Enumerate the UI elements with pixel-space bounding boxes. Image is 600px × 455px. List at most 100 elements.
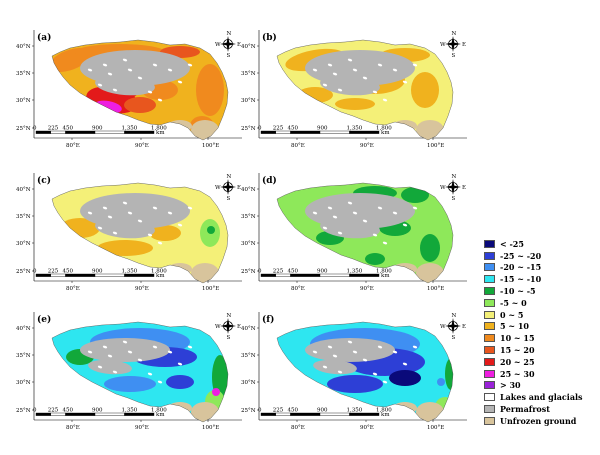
map-svg: (c) 40°N 35°N 30°N 25°N 80°E 90°E 100°E 0 225 450 9… — [16, 173, 242, 292]
plateau-fill — [52, 322, 228, 422]
legend-label: 15 ~ 20 — [500, 345, 535, 356]
map-svg: (e) 40°N 35°N 30°N 25°N 80°E 90°E 100°E 0 225 450 9… — [16, 312, 242, 431]
lat-tick-label: 25°N — [16, 408, 31, 414]
lat-tick-label: 25°N — [241, 408, 256, 414]
lat-tick-label: 40°N — [241, 326, 256, 332]
legend-item: 10 ~ 15 — [484, 332, 600, 344]
lat-tick-label: 35°N — [16, 353, 31, 359]
legend-swatch — [484, 263, 495, 272]
plateau-fill — [52, 40, 228, 140]
lon-tick-label: 100°E — [427, 143, 444, 149]
panel-label: (a) — [37, 32, 51, 43]
legend-swatch — [484, 298, 495, 307]
lat-tick-label: 40°N — [241, 187, 256, 193]
scale-tick-label: 1,800 — [376, 126, 392, 132]
east-label: E — [462, 324, 466, 330]
lon-tick-label: 100°E — [202, 143, 219, 149]
legend-swatch — [484, 381, 495, 390]
legend: < -25 -25 ~ -20 -20 ~ -15 -15 ~ -10 -10 … — [484, 238, 600, 427]
scale-tick-label: 1,350 — [122, 126, 138, 132]
scale-tick-label: 450 — [288, 269, 299, 275]
lat-tick-label: 40°N — [16, 44, 31, 50]
scale-tick-label: 225 — [48, 269, 59, 275]
south-label: S — [452, 335, 456, 341]
scale-tick-label: 225 — [273, 269, 284, 275]
legend-item: < -25 — [484, 238, 600, 250]
legend-swatch — [484, 310, 495, 319]
lon-tick-label: 90°E — [135, 143, 149, 149]
map-panel-a: (a) 40°N 35°N 30°N 25°N 80°E 90°E 100°E 0 225 450 9… — [16, 30, 245, 149]
scale-tick-label: 1,800 — [151, 408, 167, 414]
scale-tick-label: 900 — [92, 408, 103, 414]
scale-tick-label: 1,350 — [347, 408, 363, 414]
lat-tick-label: 40°N — [16, 326, 31, 332]
legend-item: -25 ~ -20 — [484, 250, 600, 262]
legend-item: Permafrost — [484, 403, 600, 415]
legend-swatch — [484, 287, 495, 296]
legend-label: 25 ~ 30 — [500, 368, 535, 379]
map-panel-f: (f) 40°N 35°N 30°N 25°N 80°E 90°E 100°E 0 225 450 9… — [241, 312, 470, 431]
east-label: E — [237, 42, 241, 48]
scale-tick-label: 1,800 — [376, 269, 392, 275]
scale-tick-label: 900 — [92, 126, 103, 132]
legend-swatch — [484, 405, 495, 414]
scale-tick-label: 900 — [317, 126, 328, 132]
legend-item: > 30 — [484, 380, 600, 392]
east-label: E — [237, 185, 241, 191]
lon-tick-label: 80°E — [66, 143, 80, 149]
scale-tick-label: 225 — [273, 408, 284, 414]
lat-tick-label: 25°N — [241, 269, 256, 275]
north-label: N — [227, 313, 232, 319]
legend-label: 10 ~ 15 — [500, 333, 535, 344]
panel-label: (f) — [262, 314, 274, 325]
lon-tick-label: 80°E — [291, 425, 305, 431]
map-panel-e: (e) 40°N 35°N 30°N 25°N 80°E 90°E 100°E 0 225 450 9… — [16, 312, 245, 431]
scale-tick-label: 1,350 — [122, 269, 138, 275]
west-label: W — [215, 185, 221, 191]
legend-item: 0 ~ 5 — [484, 309, 600, 321]
lat-tick-label: 30°N — [16, 98, 31, 104]
south-label: S — [452, 196, 456, 202]
lat-tick-label: 35°N — [241, 214, 256, 220]
lat-tick-label: 30°N — [16, 380, 31, 386]
legend-swatch — [484, 334, 495, 343]
map-panel-c: (c) 40°N 35°N 30°N 25°N 80°E 90°E 100°E 0 225 450 9… — [16, 173, 245, 292]
lat-tick-label: 35°N — [241, 353, 256, 359]
west-label: W — [440, 185, 446, 191]
north-label: N — [452, 31, 457, 37]
legend-label: -10 ~ -5 — [500, 286, 536, 297]
scale-tick-label: 0 — [258, 126, 262, 132]
scale-tick-label: 1,350 — [347, 126, 363, 132]
legend-swatch — [484, 322, 495, 331]
panel-label: (d) — [262, 175, 277, 186]
legend-item: 25 ~ 30 — [484, 368, 600, 380]
lon-tick-label: 100°E — [427, 286, 444, 292]
north-arrow-icon: N SW E — [215, 174, 241, 202]
map-svg: (d) 40°N 35°N 30°N 25°N 80°E 90°E 100°E 0 225 450 9… — [241, 173, 467, 292]
lon-tick-label: 100°E — [202, 286, 219, 292]
scale-unit: km — [156, 273, 165, 279]
legend-label: > 30 — [500, 380, 521, 391]
scale-unit: km — [381, 130, 390, 136]
legend-label: 0 ~ 5 — [500, 309, 524, 320]
lat-tick-label: 25°N — [16, 269, 31, 275]
scale-unit: km — [381, 412, 390, 418]
south-label: S — [227, 53, 231, 59]
legend-swatch — [484, 275, 495, 284]
north-arrow-icon: N SW E — [440, 174, 466, 202]
scale-tick-label: 1,350 — [347, 269, 363, 275]
legend-item: Unfrozen ground — [484, 415, 600, 427]
legend-label: -20 ~ -15 — [500, 262, 542, 273]
lon-tick-label: 90°E — [135, 425, 149, 431]
legend-swatch — [484, 416, 495, 425]
scale-unit: km — [381, 273, 390, 279]
lon-tick-label: 100°E — [202, 425, 219, 431]
legend-swatch — [484, 369, 495, 378]
scale-tick-label: 225 — [48, 126, 59, 132]
legend-label: Unfrozen ground — [500, 415, 577, 426]
legend-label: Lakes and glacials — [500, 392, 583, 403]
legend-item: -10 ~ -5 — [484, 285, 600, 297]
